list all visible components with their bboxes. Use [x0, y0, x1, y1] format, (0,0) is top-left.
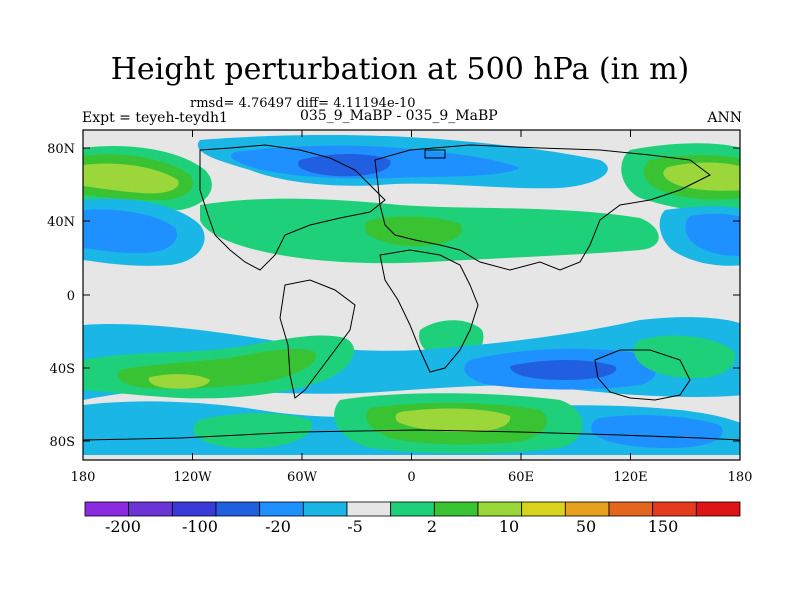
contour-lightgreen-midnorth	[365, 216, 462, 247]
colorbar-swatch	[346, 501, 392, 517]
coast-eurasia	[374, 144, 711, 271]
colorbar-swatch	[564, 501, 610, 517]
lon-label-180e: 180	[728, 470, 753, 485]
contour-darkblue-midnorth-e	[685, 213, 740, 256]
colorbar	[84, 501, 741, 517]
lon-label-60e: 60E	[508, 470, 534, 485]
colorbar-label: 10	[499, 517, 519, 536]
colorbar-swatch	[477, 501, 523, 517]
colorbar-swatch	[695, 501, 741, 517]
colorbar-swatch	[84, 501, 130, 517]
colorbar-label: -20	[265, 517, 291, 536]
lat-label-0: 0	[67, 289, 75, 304]
colorbar-label: -100	[182, 517, 218, 536]
lon-label-180w: 180	[71, 470, 96, 485]
lon-label-60w: 60W	[287, 470, 318, 485]
colorbar-swatch	[302, 501, 348, 517]
coast-australia	[594, 349, 691, 401]
coast-south-america	[279, 279, 356, 399]
contour-yellowgreen-south	[148, 374, 210, 389]
colorbar-swatch	[521, 501, 566, 517]
case-label: 035_9_MaBP - 035_9_MaBP	[300, 108, 498, 124]
lon-label-0: 0	[407, 470, 415, 485]
experiment-label: Expt = teyeh-teydh1	[82, 110, 228, 126]
contour-yellowgreen-ne	[663, 162, 740, 191]
lat-label-80s: 80S	[50, 435, 75, 450]
colorbar-swatch	[128, 501, 173, 517]
lon-ticks	[82, 130, 741, 460]
contour-yellowgreen-nw	[83, 163, 179, 194]
plot-title: Height perturbation at 500 hPa (in m)	[110, 52, 690, 87]
colorbar-swatch	[608, 501, 654, 517]
lon-label-120w: 120W	[173, 470, 212, 485]
season-label: ANN	[707, 110, 742, 126]
stats-label: rmsd= 4.76497 diff= 4.11194e-10	[190, 96, 416, 111]
contour-deepblue-south	[510, 360, 617, 380]
colorbar-swatch	[259, 501, 304, 517]
lat-label-40n: 40N	[47, 215, 75, 230]
colorbar-label: 50	[576, 517, 596, 536]
coast-africa	[379, 249, 479, 373]
colorbar-swatch	[652, 501, 697, 517]
contour-yellowgreen-farsouth	[395, 408, 511, 432]
coast-antarctica	[83, 429, 740, 441]
colorbar-swatch	[390, 501, 435, 517]
lon-label-120e: 120E	[613, 470, 647, 485]
colorbar-swatch	[433, 501, 479, 517]
lat-label-80n: 80N	[47, 142, 75, 157]
contour-darkblue-farsouth	[591, 415, 723, 448]
contour-green-se	[634, 335, 736, 379]
colorbar-swatch	[171, 501, 217, 517]
colorbar-label: 2	[427, 517, 437, 536]
coastlines	[83, 144, 740, 441]
lat-label-40s: 40S	[50, 362, 75, 377]
contour-green-farsouth-w	[193, 413, 312, 449]
lat-ticks	[83, 147, 740, 442]
coast-greenland	[424, 149, 446, 159]
colorbar-label: -5	[347, 517, 363, 536]
colorbar-swatch	[215, 501, 261, 517]
coast-north-america	[199, 144, 386, 271]
contour-fields	[83, 135, 740, 455]
colorbar-label: 150	[648, 517, 679, 536]
contour-darkblue-midnorth-w	[83, 209, 177, 254]
colorbar-label: -200	[105, 517, 141, 536]
